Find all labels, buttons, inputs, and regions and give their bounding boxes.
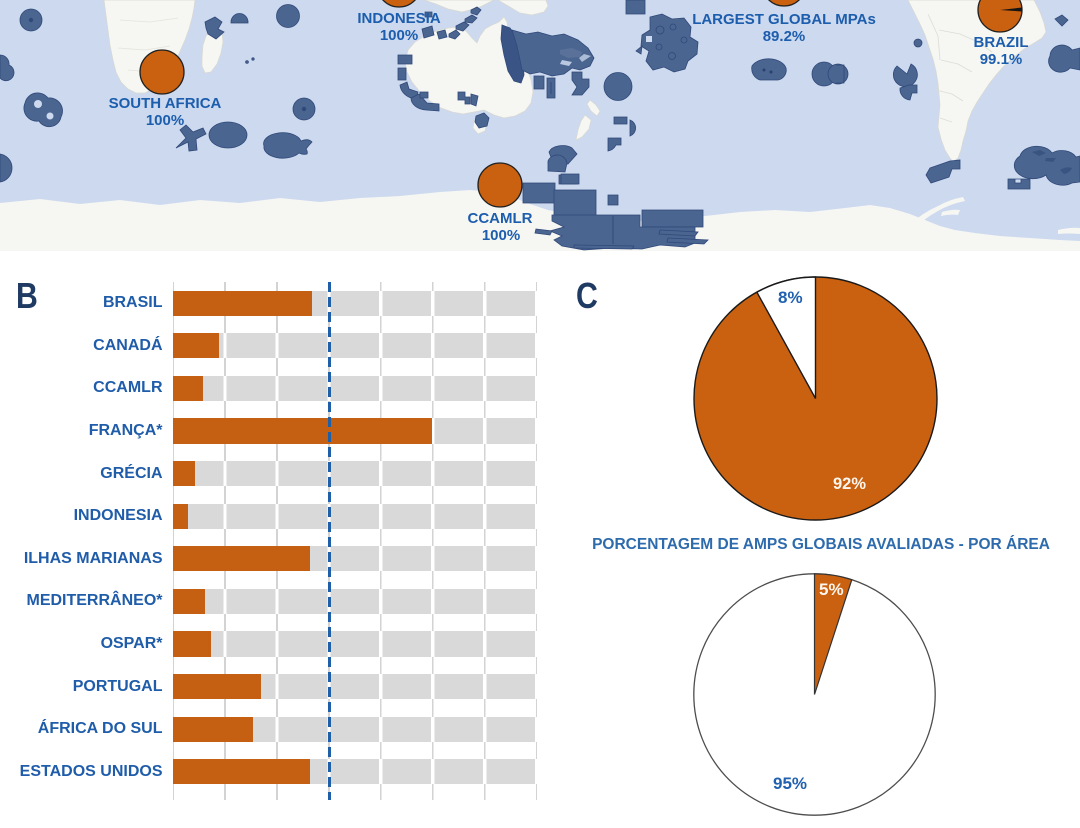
svg-text:CCAMLR: CCAMLR <box>468 210 533 227</box>
svg-text:100%: 100% <box>482 227 520 244</box>
svg-text:INDONESIA: INDONESIA <box>357 10 441 27</box>
svg-text:LARGEST GLOBAL MPAs: LARGEST GLOBAL MPAs <box>692 11 876 28</box>
svg-text:99.1%: 99.1% <box>980 51 1023 68</box>
svg-text:89.2%: 89.2% <box>763 28 806 45</box>
svg-text:100%: 100% <box>146 112 184 129</box>
svg-text:SOUTH AFRICA: SOUTH AFRICA <box>109 95 222 112</box>
svg-text:100%: 100% <box>380 27 418 44</box>
svg-text:BRAZIL: BRAZIL <box>974 34 1029 51</box>
